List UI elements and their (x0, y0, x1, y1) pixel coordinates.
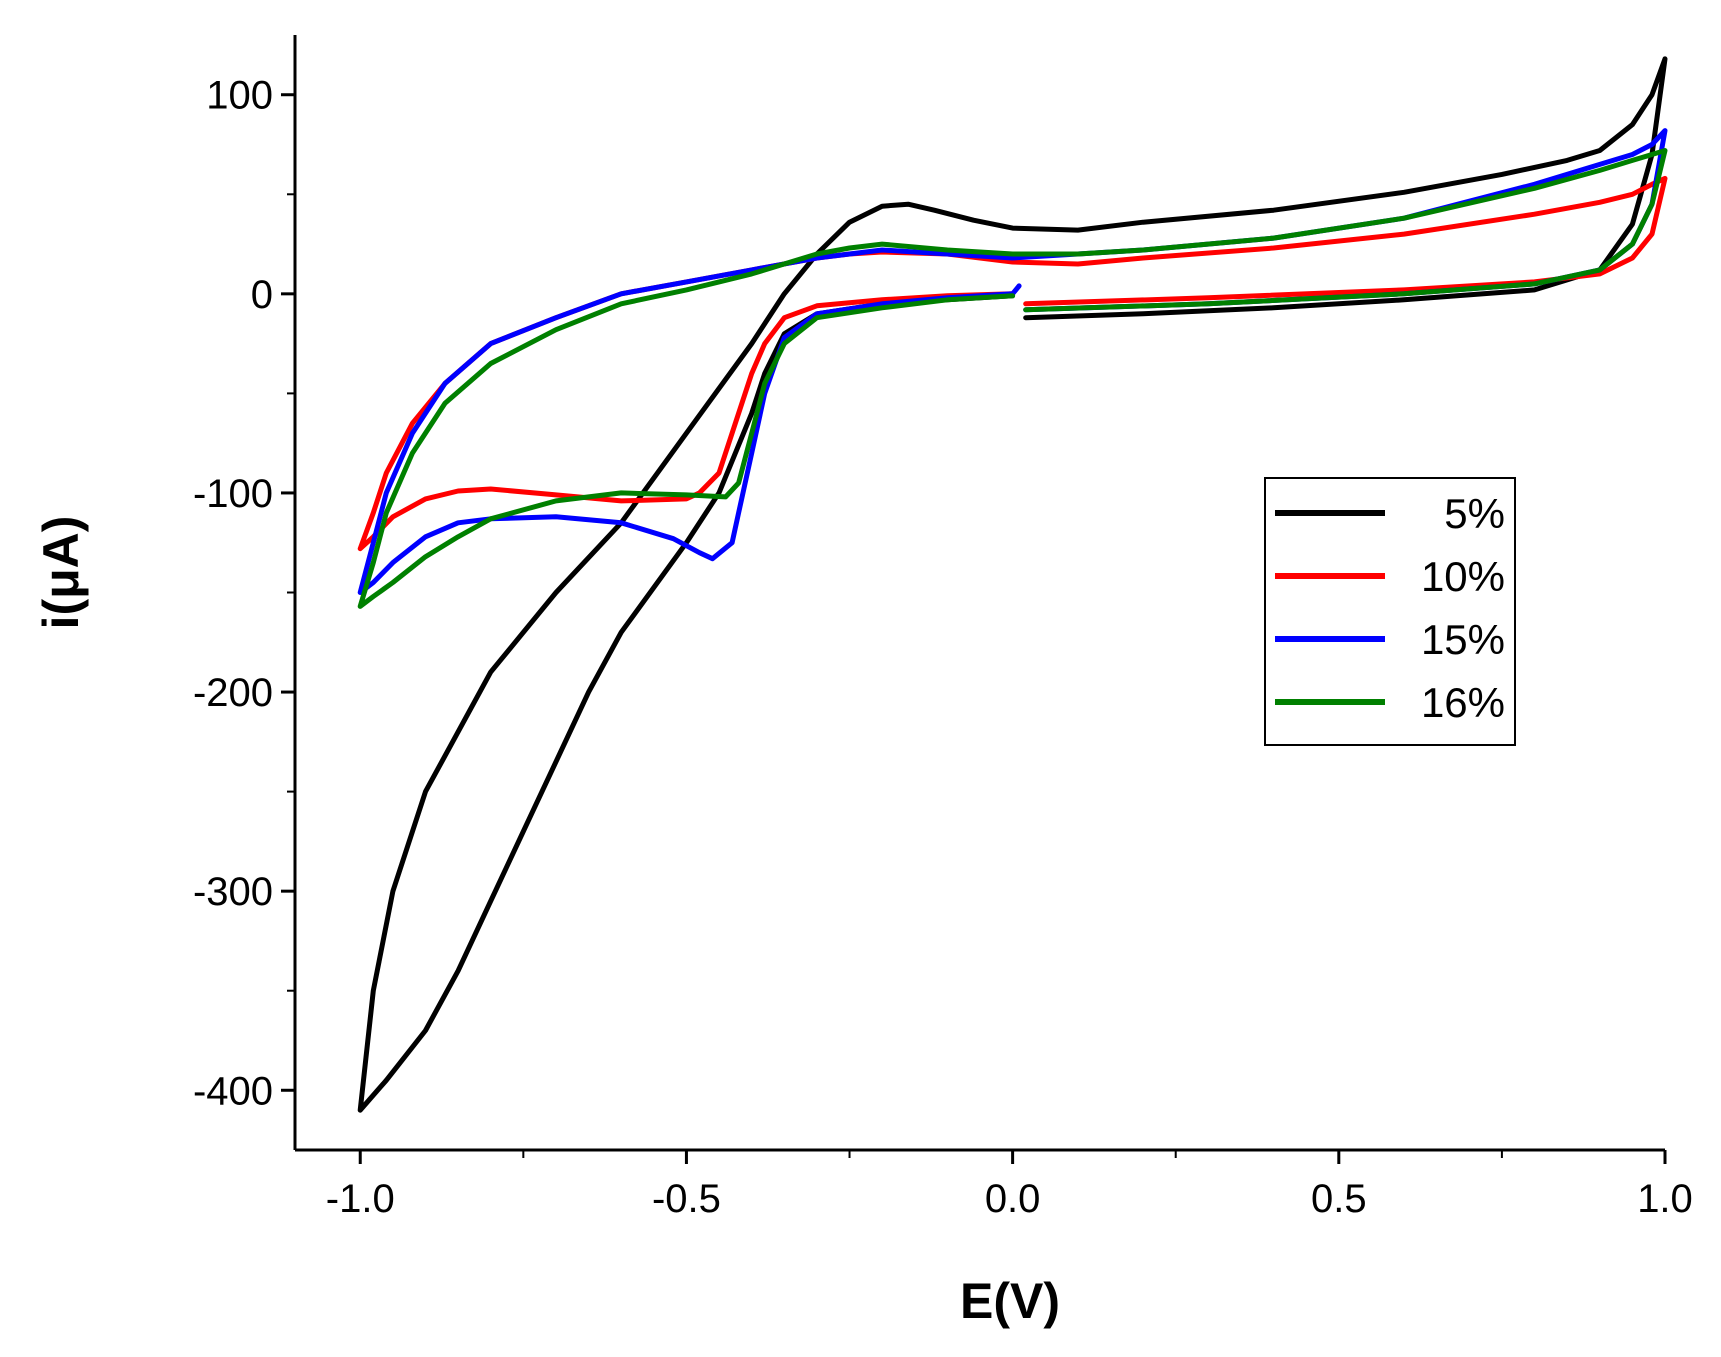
y-tick-label: -100 (193, 472, 273, 516)
x-tick-label: 0.0 (985, 1177, 1041, 1221)
series-line-16pct (357, 148, 1668, 609)
legend-label: 5% (1444, 490, 1505, 537)
y-tick-label: 0 (251, 273, 273, 317)
y-axis-title: i(μA) (33, 516, 89, 630)
legend-label: 16% (1421, 679, 1505, 726)
legend-label: 15% (1421, 616, 1505, 663)
y-tick-label: 100 (206, 74, 273, 118)
legend-label: 10% (1421, 553, 1505, 600)
x-tick-label: 1.0 (1637, 1177, 1693, 1221)
x-tick-label: 0.5 (1311, 1177, 1367, 1221)
y-tick-label: -400 (193, 1069, 273, 1113)
axes-layer: -400 -300 -200 -100 0 100 -1.0 -0.5 0.0 0.5 1.0 E(V… (33, 35, 1693, 1329)
legend: 5% 10% 15% 16% (1264, 477, 1516, 746)
x-axis-title: E(V) (960, 1273, 1060, 1329)
series-line-15pct (357, 128, 1668, 595)
x-tick-label: -1.0 (326, 1177, 395, 1221)
y-tick-label: -300 (193, 870, 273, 914)
series-layer (357, 56, 1668, 1113)
series-line-5pct (357, 56, 1668, 1113)
y-tick-label: -200 (193, 671, 273, 715)
x-tick-label: -0.5 (652, 1177, 721, 1221)
